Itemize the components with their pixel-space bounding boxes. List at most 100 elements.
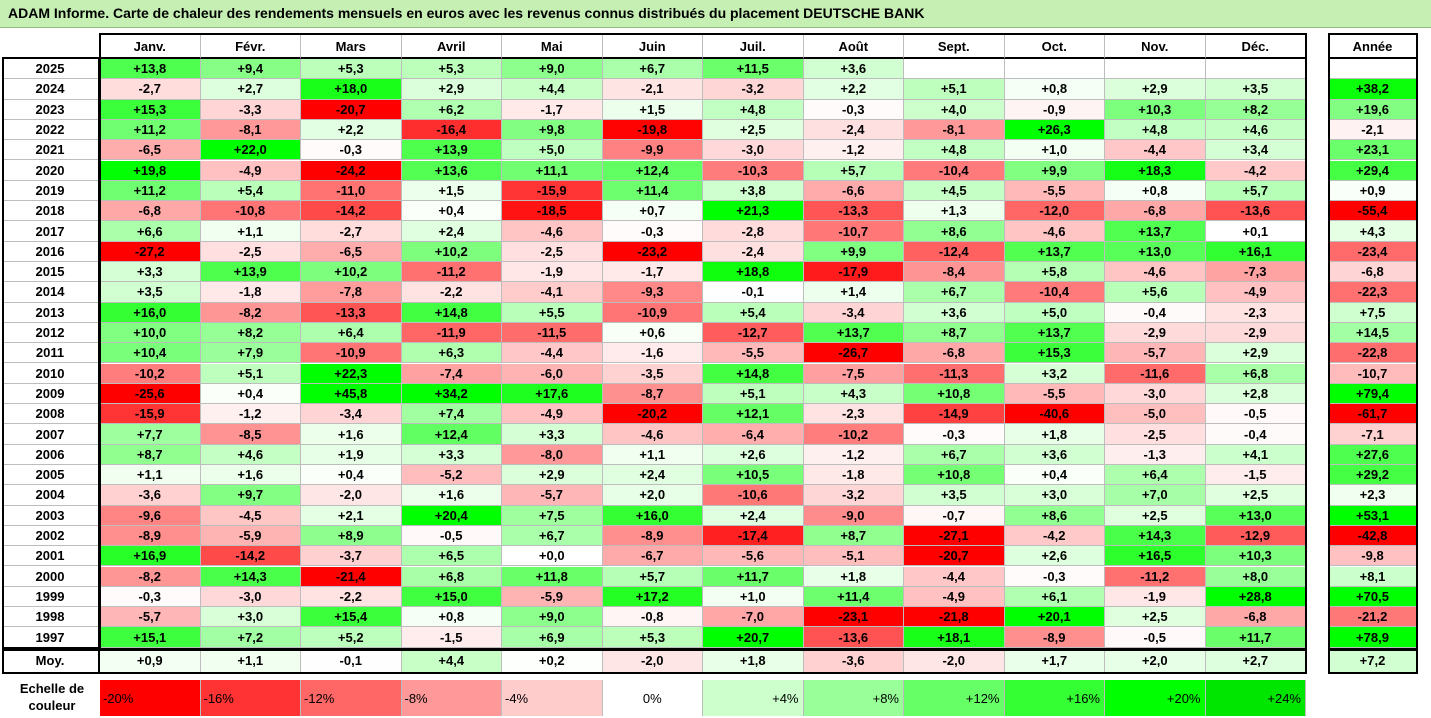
heatmap-cell: +8,9 — [301, 525, 402, 547]
heatmap-cell: +1,9 — [301, 444, 402, 465]
heatmap-cell: +13,6 — [401, 160, 502, 181]
heatmap-cell: +10,3 — [1105, 99, 1206, 120]
heatmap-cell: -7,8 — [301, 282, 402, 303]
heatmap-cell: +3,3 — [502, 424, 603, 445]
row-year-label: 2010 — [2, 363, 100, 384]
row-year-label: 2016 — [2, 241, 100, 262]
row-year-label: 2018 — [2, 201, 100, 222]
heatmap-cell: +6,1 — [1004, 586, 1105, 608]
heatmap-cell: +5,7 — [602, 566, 703, 587]
row-year-label: 2007 — [2, 424, 100, 445]
heatmap-cell: +5,5 — [502, 302, 603, 323]
heatmap-cell: -0,3 — [100, 586, 201, 608]
average-cell: +1,7 — [1004, 649, 1105, 673]
heatmap-cell: +1,0 — [1004, 140, 1105, 161]
heatmap-cell: +3,0 — [1004, 485, 1105, 506]
heatmap-cell: -1,2 — [200, 404, 301, 425]
heatmap-cell: -10,9 — [301, 343, 402, 364]
heatmap-cell: +12,4 — [401, 424, 502, 445]
heatmap-cell: -4,2 — [1004, 525, 1105, 547]
heatmap-cell: +7,0 — [1105, 485, 1206, 506]
heatmap-cell: +13,7 — [1004, 241, 1105, 262]
heatmap-cell: -17,4 — [703, 525, 804, 547]
heatmap-cell: -2,9 — [1205, 322, 1306, 344]
color-scale-step: +16% — [1004, 680, 1105, 716]
heatmap-cell: -40,6 — [1004, 404, 1105, 425]
heatmap-cell: -8,7 — [602, 383, 703, 405]
average-cell: +0,2 — [502, 649, 603, 673]
heatmap-cell: -12,9 — [1205, 525, 1306, 547]
annual-cell: -23,4 — [1329, 241, 1417, 262]
heatmap-cell: +3,6 — [803, 59, 904, 80]
heatmap-cell: +6,8 — [1205, 363, 1306, 384]
heatmap-cell: +11,7 — [1205, 627, 1306, 648]
heatmap-cell: +8,2 — [1205, 99, 1306, 120]
title-bar: ADAM Informe. Carte de chaleur des rende… — [0, 0, 1431, 28]
annual-cell: -21,2 — [1329, 607, 1417, 628]
row-year-label: 2013 — [2, 302, 100, 323]
heatmap-cell: +28,8 — [1205, 586, 1306, 608]
heatmap-cell: -6,8 — [1205, 607, 1306, 628]
heatmap-cell: +5,1 — [703, 383, 804, 405]
heatmap-cell: -0,5 — [401, 525, 502, 547]
annual-cell: -6,8 — [1329, 262, 1417, 283]
heatmap-cell: -16,4 — [401, 119, 502, 141]
heatmap-cell: -20,7 — [904, 546, 1005, 567]
heatmap-cell: +4,6 — [1205, 119, 1306, 141]
row-year-label: 2002 — [2, 525, 100, 547]
heatmap-cell: -9,6 — [100, 505, 201, 526]
heatmap-cell: +6,9 — [502, 627, 603, 648]
heatmap-cell: +8,6 — [1004, 505, 1105, 526]
row-year-label: 2006 — [2, 444, 100, 465]
row-year-label: 2019 — [2, 180, 100, 202]
heatmap-cell: +11,2 — [100, 180, 201, 202]
color-scale-step: +24% — [1205, 680, 1306, 716]
heatmap-cell: -8,1 — [200, 119, 301, 141]
heatmap-cell: -3,4 — [301, 404, 402, 425]
row-year-label: 2004 — [2, 485, 100, 506]
heatmap-cell: +34,2 — [401, 383, 502, 405]
heatmap-cell: +13,8 — [100, 59, 201, 80]
heatmap-cell: -19,8 — [602, 119, 703, 141]
heatmap-cell: +17,6 — [502, 383, 603, 405]
color-scale-label: Echelle de couleur — [19, 681, 85, 713]
color-scale-step: +8% — [803, 680, 904, 716]
heatmap-cell: +18,0 — [301, 79, 402, 100]
heatmap-cell: +1,8 — [1004, 424, 1105, 445]
heatmap-cell: -5,5 — [1004, 383, 1105, 405]
heatmap-cell: -5,7 — [502, 485, 603, 506]
heatmap-cell: +3,5 — [904, 485, 1005, 506]
heatmap-cell: -3,2 — [703, 79, 804, 100]
heatmap-cell: +6,7 — [602, 59, 703, 80]
heatmap-cell: +9,7 — [200, 485, 301, 506]
heatmap-cell: +15,0 — [401, 586, 502, 608]
heatmap-cell: +17,2 — [602, 586, 703, 608]
heatmap-cell: +3,5 — [1205, 79, 1306, 100]
heatmap-cell: +1,1 — [602, 444, 703, 465]
heatmap-cell: -4,5 — [200, 505, 301, 526]
heatmap-cell: +0,8 — [1105, 180, 1206, 202]
heatmap-cell: +4,8 — [1105, 119, 1206, 141]
heatmap-cell: -4,9 — [200, 160, 301, 181]
heatmap-cell: -20,7 — [301, 99, 402, 120]
heatmap-cell: +4,5 — [904, 180, 1005, 202]
average-cell: +4,4 — [401, 649, 502, 673]
heatmap-cell: +6,4 — [301, 322, 402, 344]
heatmap-cell: +2,2 — [301, 119, 402, 141]
row-year-label: 2014 — [2, 282, 100, 303]
heatmap-cell: +16,5 — [1105, 546, 1206, 567]
heatmap-cell: +7,5 — [502, 505, 603, 526]
heatmap-cell: -3,3 — [200, 99, 301, 120]
heatmap-cell: +2,2 — [803, 79, 904, 100]
heatmap-cell: -15,9 — [502, 180, 603, 202]
heatmap-cell: -4,9 — [1205, 282, 1306, 303]
column-header: Juin — [602, 35, 703, 59]
heatmap-cell: +0,8 — [401, 607, 502, 628]
annual-cell: +29,4 — [1329, 160, 1417, 181]
heatmap-cell: +8,6 — [904, 221, 1005, 242]
heatmap-cell: -3,5 — [602, 363, 703, 384]
annual-cell: +38,2 — [1329, 79, 1417, 100]
heatmap-cell: +0,4 — [200, 383, 301, 405]
heatmap-cell: +5,4 — [200, 180, 301, 202]
heatmap-cell: +0,6 — [602, 322, 703, 344]
